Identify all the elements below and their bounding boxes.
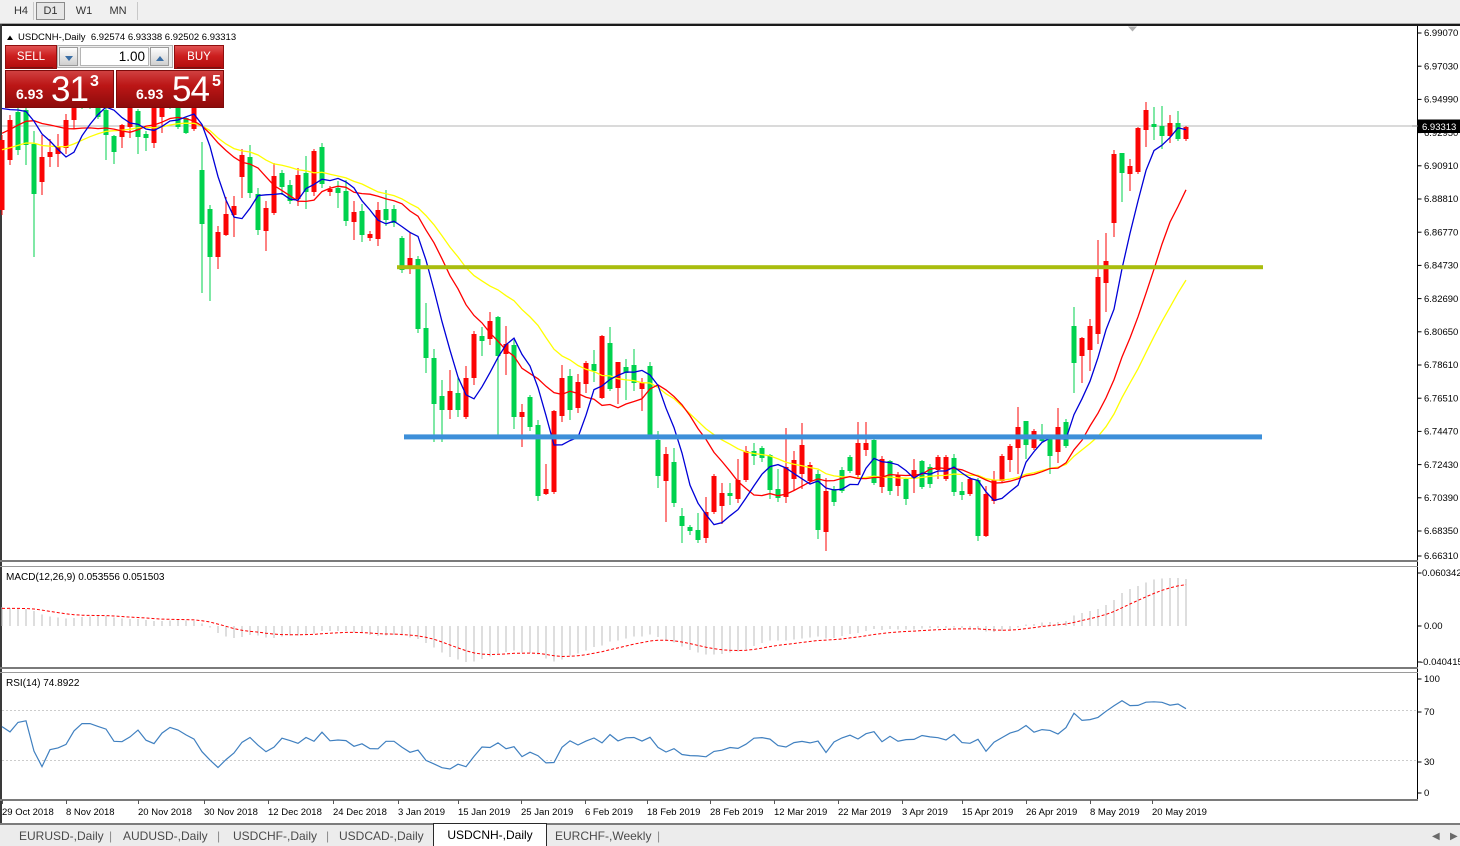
svg-text:6.84730: 6.84730 [1424,261,1458,272]
svg-text:MACD(12,26,9) 0.053556 0.05150: MACD(12,26,9) 0.053556 0.051503 [6,572,165,583]
svg-text:20 Nov 2018: 20 Nov 2018 [138,807,192,818]
svg-text:6.92950: 6.92950 [1424,128,1458,139]
svg-text:6.97030: 6.97030 [1424,61,1458,72]
svg-text:6.80650: 6.80650 [1424,327,1458,338]
svg-text:6.70390: 6.70390 [1424,493,1458,504]
svg-text:24 Dec 2018: 24 Dec 2018 [333,807,387,818]
svg-text:0.00: 0.00 [1424,621,1443,632]
svg-text:29 Oct 2018: 29 Oct 2018 [2,807,54,818]
svg-text:3 Apr 2019: 3 Apr 2019 [902,807,948,818]
svg-text:25 Jan 2019: 25 Jan 2019 [521,807,573,818]
svg-text:18 Feb 2019: 18 Feb 2019 [647,807,700,818]
svg-text:12 Dec 2018: 12 Dec 2018 [268,807,322,818]
svg-text:USDCNH-,Daily 6.92574 6.93338: USDCNH-,Daily 6.92574 6.93338 6.92502 6.… [18,32,236,43]
svg-text:20 May 2019: 20 May 2019 [1152,807,1207,818]
svg-text:6.76510: 6.76510 [1424,393,1458,404]
svg-text:30: 30 [1424,757,1435,768]
svg-text:6.74470: 6.74470 [1424,427,1458,438]
svg-text:6.66310: 6.66310 [1424,551,1458,562]
svg-text:RSI(14) 74.8922: RSI(14) 74.8922 [6,678,80,689]
svg-text:6.93313: 6.93313 [1422,122,1456,133]
svg-text:6.86770: 6.86770 [1424,227,1458,238]
svg-text:28 Feb 2019: 28 Feb 2019 [710,807,763,818]
svg-text:30 Nov 2018: 30 Nov 2018 [204,807,258,818]
svg-text:-0.040415: -0.040415 [1420,657,1460,668]
svg-text:12 Mar 2019: 12 Mar 2019 [774,807,827,818]
svg-text:6.88810: 6.88810 [1424,194,1458,205]
svg-text:0.060342: 0.060342 [1422,568,1460,579]
svg-text:3 Jan 2019: 3 Jan 2019 [398,807,445,818]
svg-text:100: 100 [1424,674,1440,685]
svg-text:26 Apr 2019: 26 Apr 2019 [1026,807,1077,818]
svg-text:8 Nov 2018: 8 Nov 2018 [66,807,115,818]
svg-text:15 Apr 2019: 15 Apr 2019 [962,807,1013,818]
svg-text:70: 70 [1424,707,1435,718]
svg-text:6.82690: 6.82690 [1424,294,1458,305]
svg-text:6 Feb 2019: 6 Feb 2019 [585,807,633,818]
svg-text:15 Jan 2019: 15 Jan 2019 [458,807,510,818]
svg-text:6.99070: 6.99070 [1424,28,1458,39]
svg-text:6.68350: 6.68350 [1424,526,1458,537]
svg-text:8 May 2019: 8 May 2019 [1090,807,1140,818]
svg-text:22 Mar 2019: 22 Mar 2019 [838,807,891,818]
svg-text:0: 0 [1424,788,1429,799]
svg-text:6.78610: 6.78610 [1424,360,1458,371]
svg-text:6.72430: 6.72430 [1424,460,1458,471]
svg-text:6.94990: 6.94990 [1424,95,1458,106]
svg-text:6.90910: 6.90910 [1424,161,1458,172]
